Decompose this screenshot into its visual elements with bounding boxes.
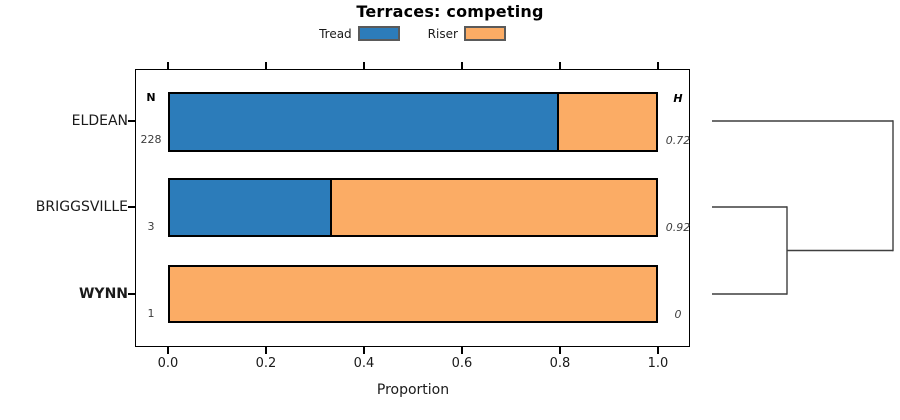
- h-value-briggsville: 0.92: [665, 221, 691, 234]
- x-tick-label: 0.2: [255, 356, 277, 371]
- n-value-briggsville: 3: [147, 220, 155, 233]
- category-label-eldean: ELDEAN: [71, 113, 128, 129]
- x-axis-bottom-tick: [363, 347, 365, 354]
- h-value-wynn: 0: [674, 308, 682, 321]
- x-axis-bottom-tick: [265, 347, 267, 354]
- x-axis-bottom-tick: [657, 347, 659, 354]
- bar-segment-riser: [331, 180, 656, 235]
- bar-segment-tread: [170, 94, 559, 150]
- bar-segment-riser: [170, 267, 656, 321]
- h-column-header: H: [673, 92, 683, 105]
- x-axis-top-tick: [363, 62, 365, 69]
- legend-item-tread: Tread: [319, 26, 400, 41]
- x-axis-top-tick: [657, 62, 659, 69]
- legend-swatch-riser: [463, 26, 506, 41]
- x-tick-label: 1.0: [647, 356, 669, 371]
- x-axis-bottom-tick: [461, 347, 463, 354]
- category-label-wynn: WYNN: [78, 286, 128, 302]
- category-label-briggsville: BRIGGSVILLE: [35, 199, 128, 215]
- x-axis-title: Proportion: [376, 382, 450, 398]
- legend-label-tread: Tread: [319, 26, 352, 41]
- n-value-eldean: 228: [140, 133, 162, 146]
- legend-item-riser: Riser: [428, 26, 506, 41]
- y-axis-tick: [128, 206, 135, 208]
- y-axis-tick: [128, 120, 135, 122]
- bar-row-briggsville: [168, 178, 658, 237]
- bar-segment-tread: [170, 180, 332, 235]
- legend-label-riser: Riser: [427, 26, 458, 41]
- x-tick-label: 0.4: [353, 356, 375, 371]
- n-column-header: N: [146, 91, 156, 104]
- bar-row-eldean: [168, 92, 658, 152]
- n-value-wynn: 1: [147, 307, 155, 320]
- h-value-eldean: 0.72: [665, 134, 691, 147]
- x-tick-label: 0.6: [451, 356, 473, 371]
- x-axis-bottom-tick: [559, 347, 561, 354]
- bar-row-wynn: [168, 265, 658, 323]
- legend-swatch-tread: [357, 26, 400, 41]
- x-axis-top-tick: [265, 62, 267, 69]
- x-axis-top-tick: [559, 62, 561, 69]
- bar-segment-riser: [558, 94, 656, 150]
- chart-title: Terraces: competing: [356, 2, 544, 21]
- x-tick-label: 0.8: [549, 356, 571, 371]
- x-axis-bottom-tick: [167, 347, 169, 354]
- x-axis-top-tick: [167, 62, 169, 69]
- x-tick-label: 0.0: [157, 356, 179, 371]
- chart-legend: Tread Riser: [0, 26, 825, 41]
- x-axis-top-tick: [461, 62, 463, 69]
- y-axis-tick: [128, 293, 135, 295]
